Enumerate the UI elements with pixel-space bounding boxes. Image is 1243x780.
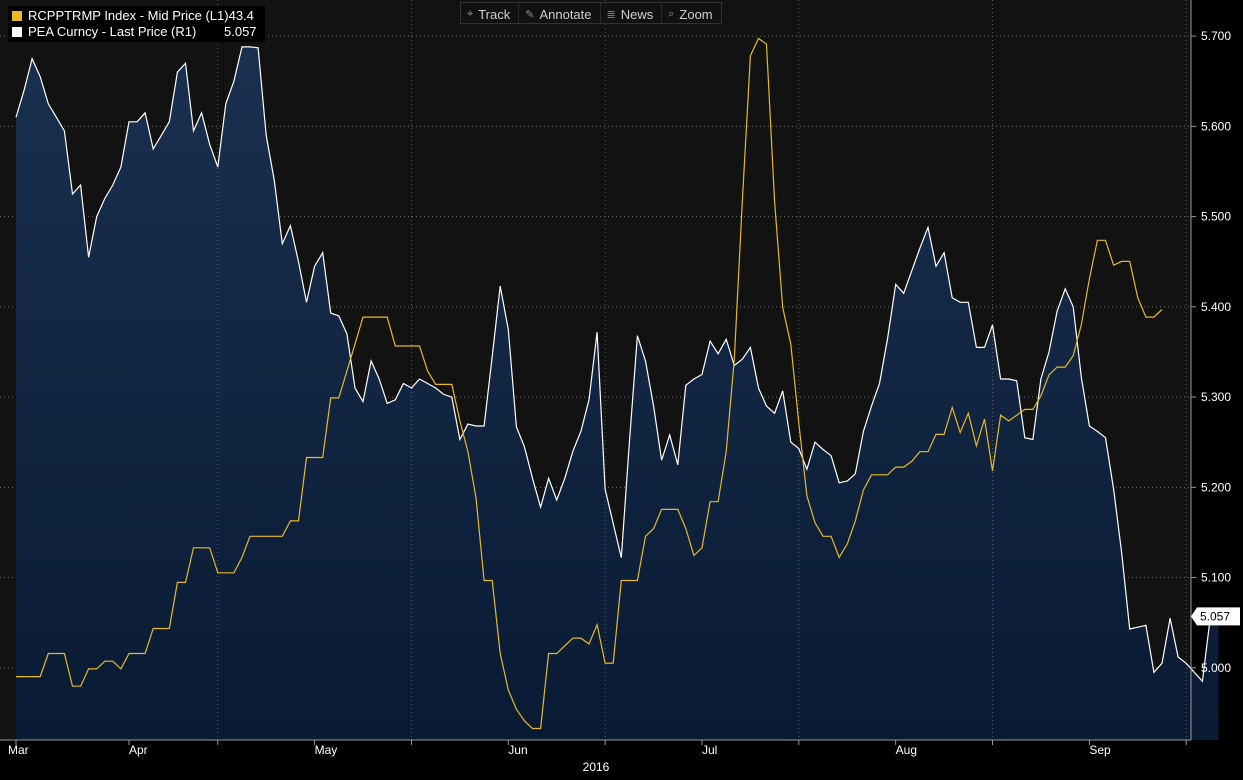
right-axis-tick-label: 5.600: [1201, 119, 1231, 133]
zoom-label: Zoom: [679, 6, 713, 22]
legend: RCPPTRMP Index - Mid Price (L1) 43.4 PEA…: [8, 6, 265, 42]
right-axis-tick-label: 5.000: [1201, 661, 1231, 675]
legend-swatch-gold: [12, 11, 22, 21]
x-axis-tick-label: Aug: [896, 743, 917, 757]
rcpptrmp-index-line: [16, 37, 1163, 730]
chart-toolbar: ⌖ Track ✎ Annotate ≣ News ⌕ Zoom: [460, 2, 722, 24]
right-axis-ticks: 5.000 5.100 5.200 5.300 5.400 5.500 5.600 5.700: [1191, 29, 1231, 675]
magnifier-icon: ⌕: [668, 7, 675, 20]
x-axis-tick-label: Jul: [702, 743, 717, 757]
right-axis-tick-label: 5.700: [1201, 29, 1231, 43]
legend-entry-pea[interactable]: PEA Curncy - Last Price (R1) 5.057: [12, 24, 259, 40]
zoom-button[interactable]: ⌕ Zoom: [662, 3, 720, 23]
last-value-tag: 5.057: [1191, 607, 1240, 626]
right-axis-tick-label: 5.100: [1201, 571, 1231, 585]
track-button[interactable]: ⌖ Track: [461, 3, 520, 23]
legend-swatch-white: [12, 27, 22, 37]
news-label: News: [620, 6, 654, 22]
x-axis-tick-label: May: [315, 743, 338, 757]
right-axis-tick-label: 5.400: [1201, 300, 1231, 314]
right-axis-tick-label: 5.500: [1201, 210, 1231, 224]
legend-entry-rcpptrmp[interactable]: RCPPTRMP Index - Mid Price (L1) 43.4: [12, 8, 259, 24]
crosshair-icon: ⌖: [467, 7, 474, 20]
pencil-icon: ✎: [525, 8, 535, 21]
legend-label: RCPPTRMP Index - Mid Price (L1): [28, 8, 229, 23]
x-axis-tick-label: Sep: [1089, 743, 1111, 757]
legend-label: PEA Curncy - Last Price (R1): [28, 24, 197, 39]
pea-curncy-area: [16, 46, 1219, 740]
x-axis-tick-label: Mar: [8, 743, 29, 757]
x-axis-ticks: Mar Apr May Jun Jul Aug Sep: [8, 740, 1187, 757]
news-button[interactable]: ≣ News: [601, 3, 663, 23]
pea-curncy-line: [15, 46, 1219, 683]
x-axis-tick-label: Apr: [129, 743, 148, 757]
news-icon: ≣: [606, 8, 616, 21]
annotate-label: Annotate: [539, 6, 592, 22]
annotate-button[interactable]: ✎ Annotate: [519, 3, 601, 23]
right-axis-tick-label: 5.200: [1201, 480, 1231, 494]
track-label: Track: [478, 6, 511, 22]
x-axis-year-label: 2016: [583, 760, 610, 774]
right-axis-tick-label: 5.300: [1201, 390, 1231, 404]
legend-value: 5.057: [224, 24, 257, 39]
vertical-grid-overlay: [217, 0, 1187, 740]
last-value-tag-text: 5.057: [1200, 609, 1230, 623]
legend-value: 43.4: [228, 8, 254, 23]
x-axis-tick-label: Jun: [508, 743, 527, 757]
